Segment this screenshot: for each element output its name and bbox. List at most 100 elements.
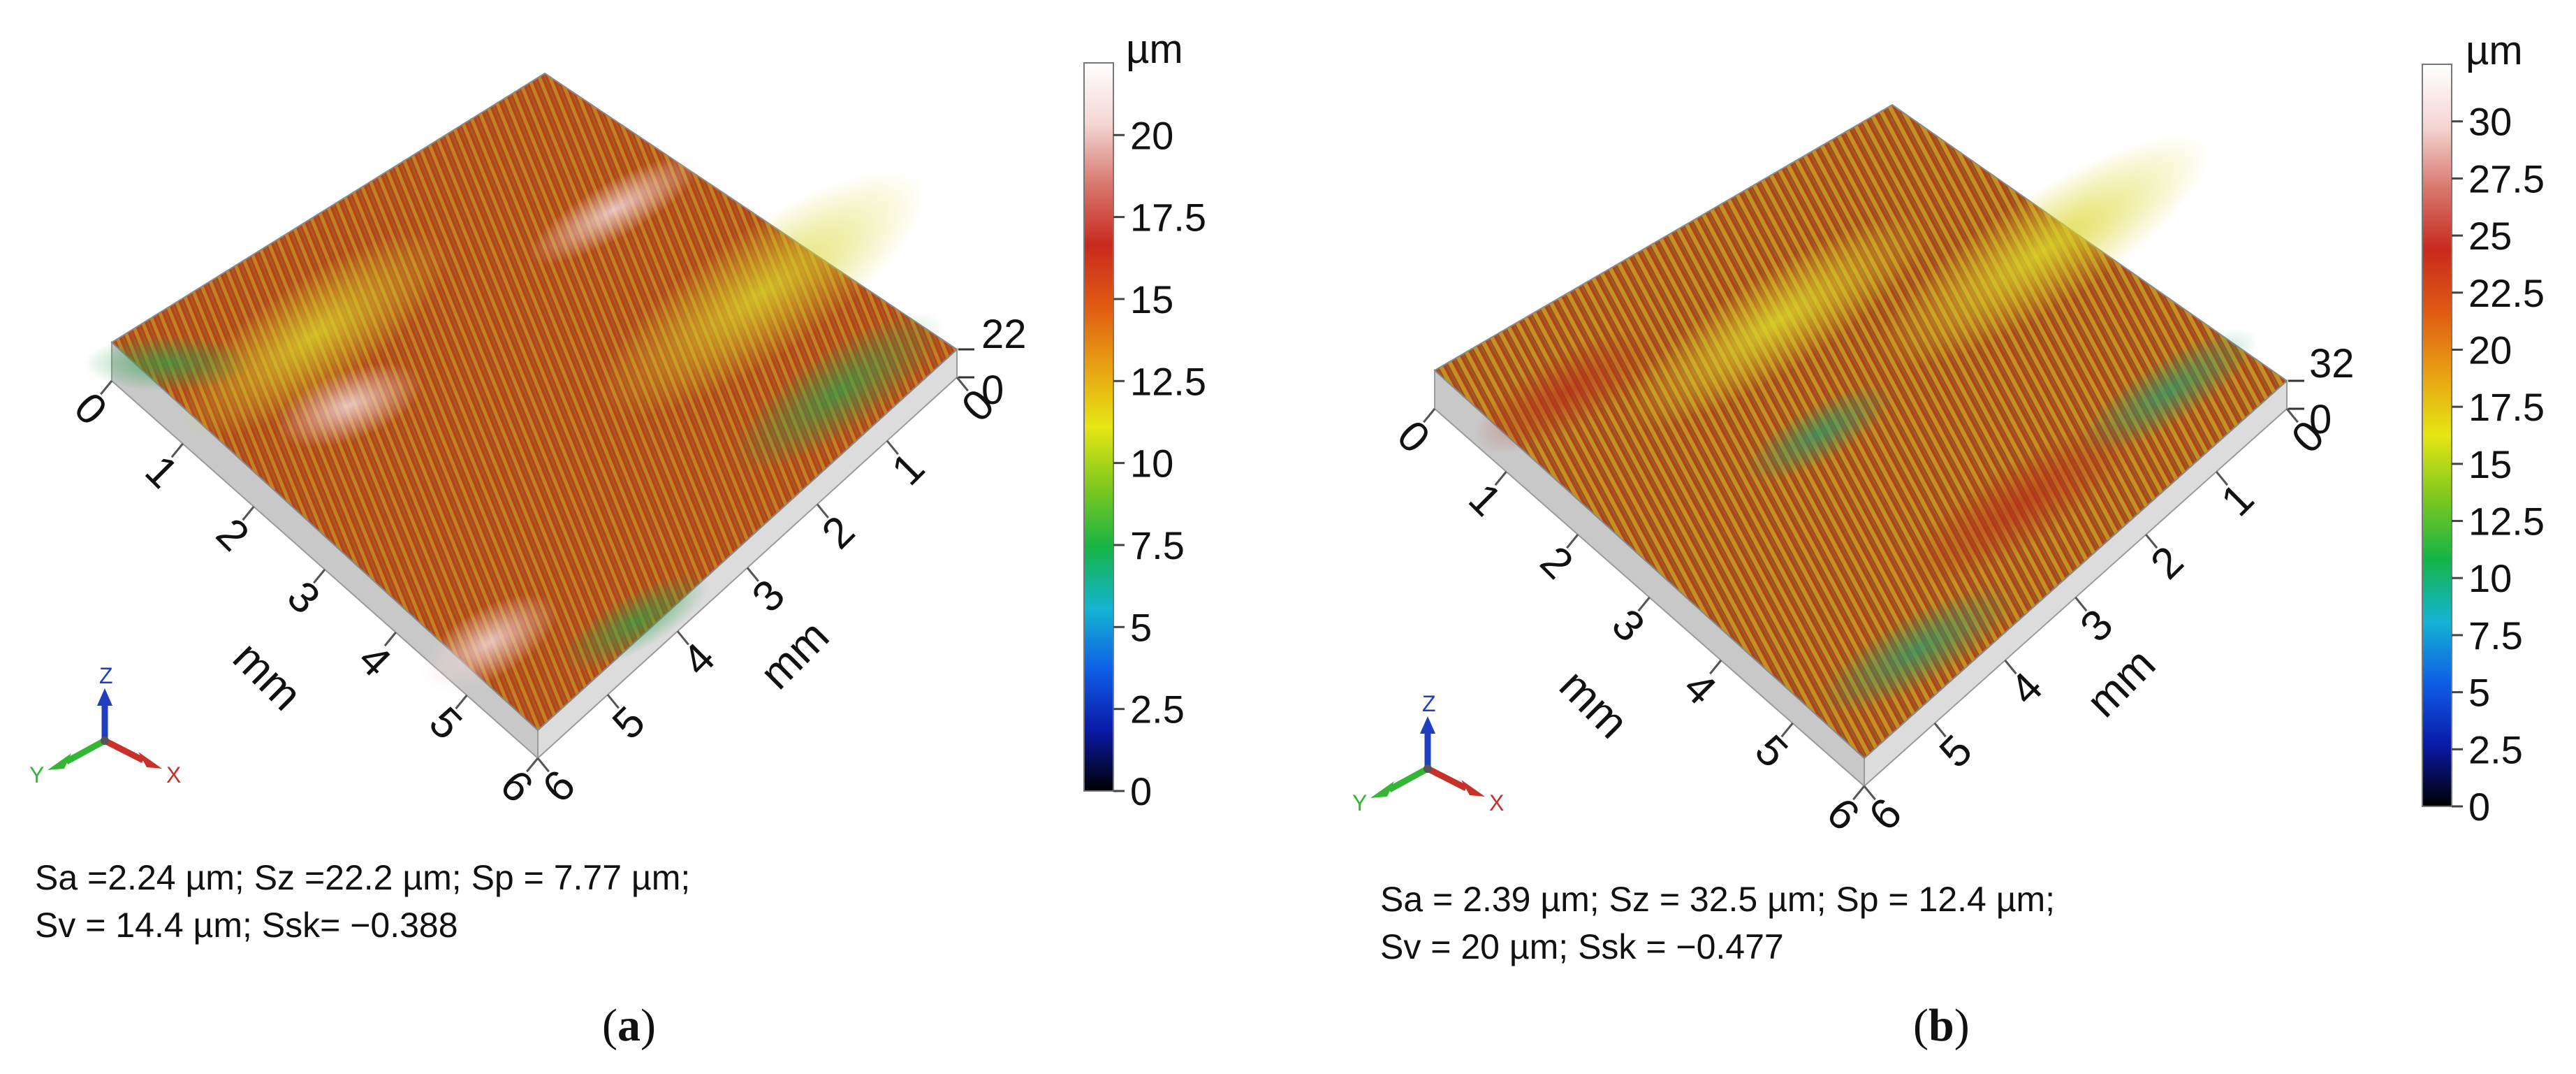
y_axis-tick-mark <box>1863 785 1876 801</box>
z-scale-marker-b: 32 0 <box>2288 341 2355 442</box>
y_axis-tick-mark <box>2074 597 2088 612</box>
x_axis-tick-label: 0 <box>65 384 116 435</box>
colorbar-tick-label: 22.5 <box>2468 271 2545 315</box>
surface-color-patches-a <box>84 154 944 692</box>
x_axis-tick-mark <box>100 380 113 396</box>
y_axis-tick-label: 6 <box>1860 789 1911 840</box>
axis-triad-b: Z Y X <box>1352 691 1504 815</box>
x_axis-tick-label: 4 <box>349 635 400 686</box>
x-axis-label-b: mm <box>1550 660 1638 748</box>
x_axis-tick-label: 6 <box>1817 789 1868 840</box>
caption-letter-a: a <box>617 1000 641 1051</box>
y_axis-tick-mark <box>746 567 759 582</box>
colorbar-tick-label: 5 <box>2468 671 2490 715</box>
x_axis-tick-mark <box>455 695 468 710</box>
colorbar-tick-label: 5 <box>1130 605 1152 649</box>
stats-line2-b: Sv = 20 µm; Ssk = −0.477 <box>1380 927 1784 966</box>
colorbar-unit-a: µm <box>1126 27 1183 72</box>
x_axis-tick-mark <box>1852 785 1866 801</box>
triad-x-label-b: X <box>1489 790 1504 815</box>
z-scale-marker-a: 22 0 <box>958 312 1027 413</box>
y_axis-tick-mark <box>2216 471 2229 486</box>
triad-y-label-b: Y <box>1352 790 1367 815</box>
y_axis-tick-label: 1 <box>883 444 934 495</box>
y_axis-tick-mark <box>2004 660 2017 675</box>
colorbar-tick-label: 25 <box>2468 214 2512 258</box>
colorbar-tick-label: 17.5 <box>2468 385 2545 429</box>
colorbar-tick-label: 10 <box>1130 442 1173 486</box>
y_axis-tick-mark <box>2285 408 2299 423</box>
y_axis-tick-label: 5 <box>603 697 654 748</box>
triad-z-label-a: Z <box>99 663 113 688</box>
z-scale-top-label-a: 22 <box>981 312 1027 357</box>
colorbar-tick-label: 30 <box>2468 100 2512 144</box>
colorbar-unit-b: µm <box>2466 28 2523 73</box>
y-axis-label-a: mm <box>750 611 838 699</box>
y_axis-tick-mark <box>956 377 969 392</box>
colorbar-tick-label: 7.5 <box>2468 614 2523 658</box>
stats-line1-a: Sa =2.24 µm; Sz =22.2 µm; Sp = 7.77 µm; <box>35 858 691 897</box>
y_axis-tick-mark <box>2145 534 2158 549</box>
y_axis-tick-mark <box>816 503 829 518</box>
x_axis-tick-mark <box>1494 471 1507 486</box>
y_axis-tick-label: 6 <box>534 761 585 812</box>
y_axis-tick-label: 1 <box>2212 474 2263 525</box>
colorbar-tick-label: 12.5 <box>2468 500 2545 544</box>
z-scale-bottom-label-a: 0 <box>981 368 1004 413</box>
x-axis-label-a: mm <box>224 632 312 720</box>
z-scale-bottom-label-b: 0 <box>2309 397 2332 442</box>
x_axis-tick-label: 5 <box>1746 726 1796 777</box>
caption-b: (b) <box>1913 1000 1970 1051</box>
colorbar-tick-label: 15 <box>2468 442 2512 486</box>
triad-y-label-a: Y <box>29 762 44 788</box>
x_axis-tick-label: 2 <box>1531 537 1582 588</box>
y_axis-tick-label: 3 <box>2071 600 2122 651</box>
y_axis-tick-mark <box>886 440 899 456</box>
caption-letter-b: b <box>1928 1000 1954 1051</box>
y_axis-tick-label: 2 <box>2142 537 2193 588</box>
colorbar-tick-label: 15 <box>1130 277 1173 321</box>
x_axis-tick-mark <box>383 632 397 647</box>
y_axis-tick-label: 4 <box>673 634 724 685</box>
x_axis-tick-label: 5 <box>420 698 471 749</box>
y_axis-tick-mark <box>1933 723 1947 738</box>
y_axis-tick-label: 4 <box>2001 663 2052 714</box>
z-scale-top-label-b: 32 <box>2309 341 2355 386</box>
x_axis-tick-mark <box>170 443 184 458</box>
x_axis-tick-mark <box>526 757 539 773</box>
colorbar-tick-label: 10 <box>2468 556 2512 600</box>
caption-a: (a) <box>602 1000 656 1051</box>
colorbar-tick-label: 2.5 <box>2468 727 2523 771</box>
stats-block-b: Sa = 2.39 µm; Sz = 32.5 µm; Sp = 12.4 µm… <box>1380 876 2055 971</box>
x_axis-tick-label: 6 <box>491 761 542 812</box>
y_axis-tick-mark <box>536 757 550 773</box>
colorbar-tick-label: 27.5 <box>2468 157 2545 201</box>
axis-triad-a: Z Y X <box>29 663 181 788</box>
y_axis-tick-label: 2 <box>813 507 864 558</box>
x_axis-tick-label: 3 <box>1602 600 1653 651</box>
colorbar-tick-label: 7.5 <box>1130 523 1185 567</box>
colorbar-tick-label: 17.5 <box>1130 196 1206 240</box>
stats-block-a: Sa =2.24 µm; Sz =22.2 µm; Sp = 7.77 µm; … <box>35 854 690 949</box>
colorbar-ticks-a: 0 2.5 5 7.5 10 12.5 15 17.5 20 <box>1113 113 1206 813</box>
x_axis-tick-mark <box>242 506 255 521</box>
colorbar-b <box>2422 64 2452 807</box>
x_axis-tick-label: 0 <box>1388 412 1439 463</box>
colorbar-a <box>1083 62 1114 792</box>
surface-color-patches-b <box>1474 135 2258 713</box>
x_axis-tick-label: 2 <box>207 509 258 560</box>
x_axis-tick-mark <box>1780 723 1794 738</box>
y_axis-tick-label: 5 <box>1931 726 1982 777</box>
colorbar-tick-label: 20 <box>1130 113 1173 157</box>
triad-z-label-b: Z <box>1422 691 1436 716</box>
colorbar-tick-label: 2.5 <box>1130 688 1185 732</box>
x_axis-tick-label: 4 <box>1674 663 1725 714</box>
x_axis-tick-label: 3 <box>278 572 329 623</box>
y_axis-tick-mark <box>676 630 689 646</box>
x_axis-tick-mark <box>313 569 326 584</box>
stats-line1-b: Sa = 2.39 µm; Sz = 32.5 µm; Sp = 12.4 µm… <box>1380 880 2056 919</box>
x_axis-tick-mark <box>1566 534 1579 549</box>
